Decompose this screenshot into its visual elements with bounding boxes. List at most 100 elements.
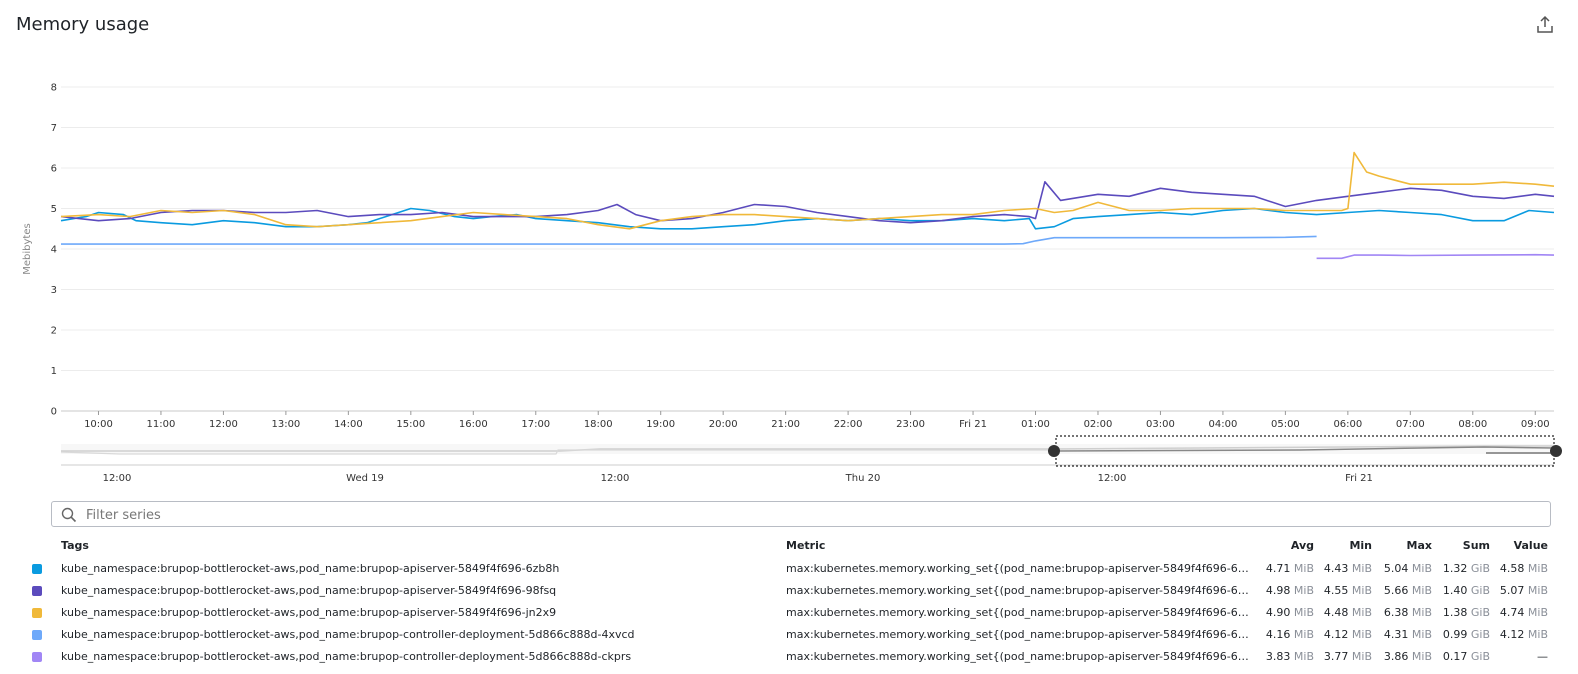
y-tick-label: 4 (51, 245, 57, 256)
column-header-sum[interactable]: Sum (1462, 539, 1490, 552)
y-tick-label: 8 (51, 83, 57, 94)
y-tick-label: 2 (51, 326, 57, 337)
series-color-swatch[interactable] (32, 608, 42, 618)
series-min: 4.12 MiB (1323, 628, 1372, 641)
series-min: 3.77 MiB (1323, 650, 1372, 663)
x-tick-label: 16:00 (459, 419, 488, 430)
series-min: 4.48 MiB (1323, 606, 1372, 619)
x-tick-label: 02:00 (1084, 419, 1113, 430)
series-sum: 1.38 GiB (1442, 606, 1490, 619)
series-value: — (1537, 650, 1548, 663)
series-avg: 4.98 MiB (1265, 584, 1314, 597)
series-max: 4.31 MiB (1383, 628, 1432, 641)
series-value: 4.12 MiB (1499, 628, 1548, 641)
x-tick-label: 14:00 (334, 419, 363, 430)
navigator-track (60, 444, 1555, 466)
filter-series-search[interactable] (51, 501, 1551, 527)
series-max: 5.66 MiB (1383, 584, 1432, 597)
y-tick-label: 6 (51, 164, 57, 175)
filter-series-input[interactable] (84, 503, 1528, 527)
legend-row[interactable]: kube_namespace:brupop-bottlerocket-aws,p… (0, 580, 1578, 602)
series-sum: 1.40 GiB (1442, 584, 1490, 597)
y-tick-label: 5 (51, 204, 57, 215)
series-max: 5.04 MiB (1383, 562, 1432, 575)
series-metric: max:kubernetes.memory.working_set{(pod_n… (786, 606, 1252, 619)
series-color-swatch[interactable] (32, 630, 42, 640)
export-button[interactable] (1534, 14, 1556, 36)
series-value: 4.74 MiB (1499, 606, 1548, 619)
series-avg: 4.90 MiB (1265, 606, 1314, 619)
series-sum: 1.32 GiB (1442, 562, 1490, 575)
x-tick-label: 05:00 (1271, 419, 1300, 430)
series-avg: 3.83 MiB (1265, 650, 1314, 663)
series-color-swatch[interactable] (32, 586, 42, 596)
x-tick-label: 19:00 (646, 419, 675, 430)
x-tick-label: 03:00 (1146, 419, 1175, 430)
navigator-time-label: Thu 20 (845, 473, 881, 484)
legend-row[interactable]: kube_namespace:brupop-bottlerocket-aws,p… (0, 558, 1578, 580)
series-line[interactable] (60, 181, 1555, 224)
series-color-swatch[interactable] (32, 652, 42, 662)
x-tick-label: 23:00 (896, 419, 925, 430)
column-header-max[interactable]: Max (1406, 539, 1432, 552)
series-metric: max:kubernetes.memory.working_set{(pod_n… (786, 650, 1252, 663)
series-value: 5.07 MiB (1499, 584, 1548, 597)
column-header-value[interactable]: Value (1513, 539, 1548, 552)
x-tick-label: 09:00 (1521, 419, 1550, 430)
series-min: 4.43 MiB (1323, 562, 1372, 575)
x-tick-label: 01:00 (1021, 419, 1050, 430)
series-metric: max:kubernetes.memory.working_set{(pod_n… (786, 628, 1252, 641)
y-tick-label: 0 (51, 407, 57, 418)
y-axis-label: Mebibytes (22, 223, 33, 274)
navigator-handle-left[interactable] (1048, 445, 1060, 457)
navigator-handle-right[interactable] (1550, 445, 1562, 457)
series-min: 4.55 MiB (1323, 584, 1372, 597)
series-line[interactable] (61, 235, 1317, 245)
series-tags: kube_namespace:brupop-bottlerocket-aws,p… (61, 562, 560, 575)
series-value: 4.58 MiB (1499, 562, 1548, 575)
column-header-min[interactable]: Min (1349, 539, 1372, 552)
x-tick-label: 13:00 (271, 419, 300, 430)
widget-title: Memory usage (16, 14, 150, 35)
legend-row[interactable]: kube_namespace:brupop-bottlerocket-aws,p… (0, 624, 1578, 646)
series-color-swatch[interactable] (32, 564, 42, 574)
series-tags: kube_namespace:brupop-bottlerocket-aws,p… (61, 650, 632, 663)
x-tick-label: 20:00 (709, 419, 738, 430)
y-tick-label: 3 (51, 285, 57, 296)
series-max: 6.38 MiB (1383, 606, 1432, 619)
navigator-time-label: Fri 21 (1345, 473, 1373, 484)
column-header-metric[interactable]: Metric (786, 539, 826, 552)
series-tags: kube_namespace:brupop-bottlerocket-aws,p… (61, 584, 557, 597)
x-tick-label: 15:00 (396, 419, 425, 430)
series-max: 3.86 MiB (1383, 650, 1432, 663)
x-tick-label: 10:00 (84, 419, 113, 430)
x-tick-label: 21:00 (771, 419, 800, 430)
series-line[interactable] (1316, 253, 1555, 260)
series-avg: 4.71 MiB (1265, 562, 1314, 575)
series-line[interactable] (60, 151, 1555, 230)
series-metric: max:kubernetes.memory.working_set{(pod_n… (786, 584, 1252, 597)
x-tick-label: 06:00 (1333, 419, 1362, 430)
navigator-time-label: 12:00 (103, 473, 132, 484)
series-tags: kube_namespace:brupop-bottlerocket-aws,p… (61, 628, 635, 641)
column-header-avg[interactable]: Avg (1290, 539, 1314, 552)
navigator-time-label: 12:00 (1098, 473, 1127, 484)
x-tick-label: 18:00 (584, 419, 613, 430)
x-tick-label: 04:00 (1209, 419, 1238, 430)
memory-usage-chart[interactable]: 0 1 2 3 4 5 6 7 8 Mebibytes 10:00 11:00 12:00 13:00 14… (0, 70, 1578, 430)
series-avg: 4.16 MiB (1265, 628, 1314, 641)
x-tick-label: 17:00 (521, 419, 550, 430)
series-line[interactable] (60, 207, 1555, 230)
y-tick-label: 1 (51, 366, 57, 377)
series-tags: kube_namespace:brupop-bottlerocket-aws,p… (61, 606, 557, 619)
column-header-tags[interactable]: Tags (61, 539, 89, 552)
navigator-time-label: 12:00 (601, 473, 630, 484)
series-metric: max:kubernetes.memory.working_set{(pod_n… (786, 562, 1252, 575)
time-navigator[interactable]: 12:00 Wed 19 12:00 Thu 20 12:00 Fri 21 (0, 430, 1578, 486)
x-tick-label: 08:00 (1458, 419, 1487, 430)
legend-row[interactable]: kube_namespace:brupop-bottlerocket-aws,p… (0, 602, 1578, 624)
search-icon (61, 507, 77, 523)
export-icon (1537, 15, 1553, 33)
x-tick-label: 11:00 (147, 419, 176, 430)
legend-row[interactable]: kube_namespace:brupop-bottlerocket-aws,p… (0, 646, 1578, 668)
